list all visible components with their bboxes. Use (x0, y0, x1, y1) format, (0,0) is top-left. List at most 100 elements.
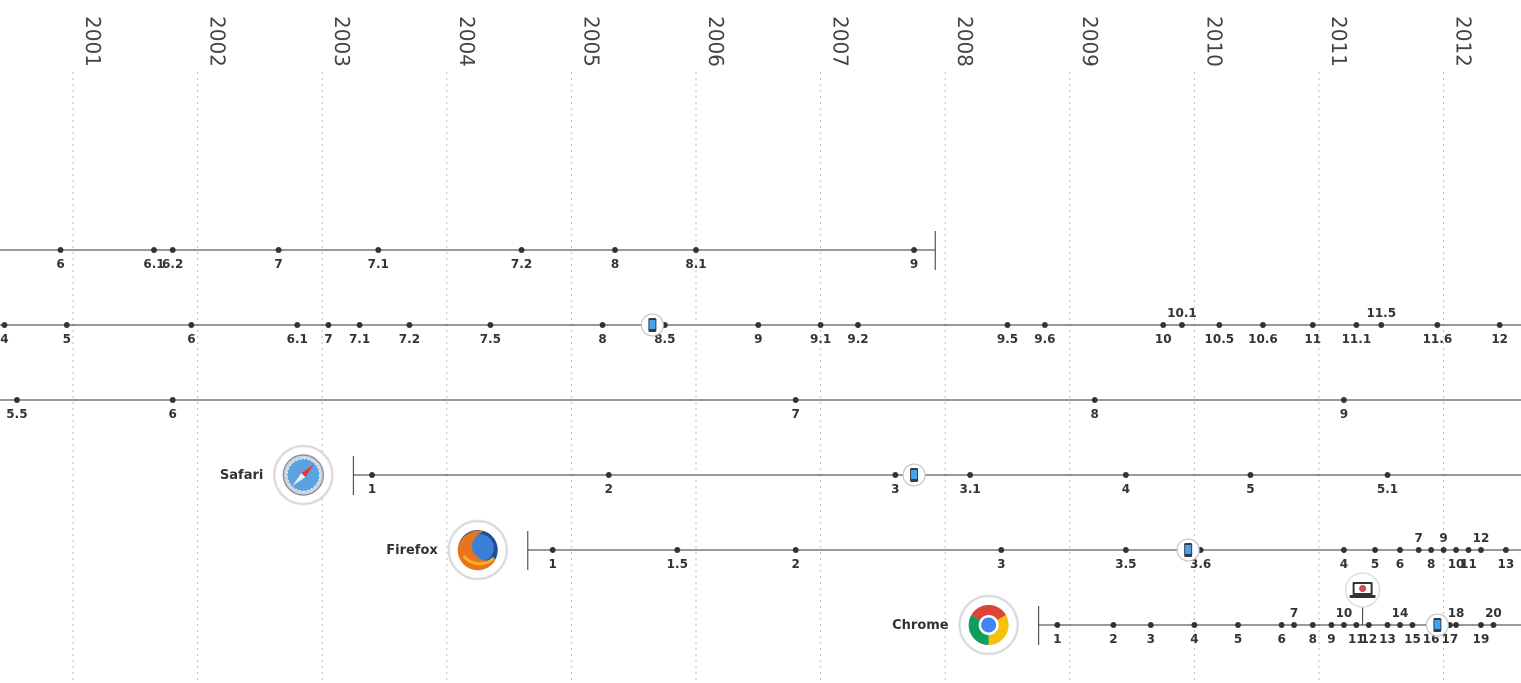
release-label-17: 17 (1441, 632, 1458, 646)
release-dot-7.2 (518, 247, 525, 253)
year-label-2003: 2003 (330, 16, 354, 67)
release-label-6: 6 (56, 257, 64, 271)
release-dot-9 (755, 322, 762, 328)
release-label-4: 4 (1122, 482, 1130, 496)
release-dot-9.6 (1041, 322, 1048, 328)
release-label-4: 4 (0, 332, 8, 346)
release-label-11: 11 (1460, 557, 1477, 571)
release-dot-9 (911, 247, 918, 253)
release-label-9.5: 9.5 (997, 332, 1018, 346)
release-label-2: 2 (605, 482, 613, 496)
year-label-2006: 2006 (704, 16, 728, 67)
release-dot-11.5 (1378, 322, 1385, 328)
release-dot-7.2 (406, 322, 413, 328)
year-grid: 2001 2002 2003 2004 2005 2006 2007 2008 2009 2010… (72, 16, 1476, 683)
release-dot-6.1 (150, 247, 157, 253)
release-label-11: 11 (1348, 632, 1365, 646)
release-label-9: 9 (1439, 531, 1447, 545)
release-dot-9.1 (817, 322, 824, 328)
release-dot-7 (792, 397, 799, 403)
release-dot-6.2 (169, 247, 176, 253)
browser-row-row-1: 6 6.16.2 7 7.1 7.2 8 8.1 9 (0, 231, 936, 271)
release-label-8: 8 (611, 257, 619, 271)
year-label-2008: 2008 (953, 16, 977, 67)
release-label-3.6: 3.6 (1190, 557, 1211, 571)
release-dot-5 (63, 322, 70, 328)
release-label-1: 1 (1053, 632, 1061, 646)
release-dot-7.5 (487, 322, 494, 328)
release-label-8.5: 8.5 (654, 332, 675, 346)
mobile-device-icon (1176, 538, 1200, 562)
release-dot-2 (1110, 622, 1117, 628)
release-dot-5 (1247, 472, 1254, 478)
year-label-2001: 2001 (81, 16, 105, 67)
release-dot-9 (1440, 547, 1447, 553)
release-dot-10.5 (1216, 322, 1223, 328)
release-dot-10.6 (1259, 322, 1266, 328)
release-dot-12 (1477, 547, 1484, 553)
release-dot-6 (188, 322, 195, 328)
chrome-os-laptop-icon (1344, 572, 1381, 625)
release-label-8: 8 (598, 332, 606, 346)
release-label-3: 3 (1147, 632, 1155, 646)
release-label-12: 12 (1491, 332, 1508, 346)
release-label-5: 5 (1246, 482, 1254, 496)
release-label-1: 1 (549, 557, 557, 571)
release-label-11.6: 11.6 (1423, 332, 1453, 346)
mobile-device-icon (1425, 613, 1449, 637)
release-dot-3.1 (967, 472, 974, 478)
release-dot-8 (1091, 397, 1098, 403)
release-label-9.6: 9.6 (1034, 332, 1055, 346)
release-dot-10 (1340, 622, 1347, 628)
release-dot-1 (369, 472, 376, 478)
release-label-5.1: 5.1 (1377, 482, 1398, 496)
release-dot-12 (1365, 622, 1372, 628)
release-dot-4 (1122, 472, 1129, 478)
release-label-9: 9 (910, 257, 918, 271)
year-label-2010: 2010 (1202, 16, 1226, 67)
release-label-11.1: 11.1 (1342, 332, 1372, 346)
release-label-10: 10 (1155, 332, 1172, 346)
release-dot-7 (1415, 547, 1422, 553)
release-dot-3 (892, 472, 899, 478)
release-dot-18 (1453, 622, 1460, 628)
year-label-2004: 2004 (455, 16, 479, 67)
release-dot-6 (1278, 622, 1285, 628)
release-dot-10 (1453, 547, 1460, 553)
release-label-9.1: 9.1 (810, 332, 831, 346)
release-dot-10.1 (1178, 322, 1185, 328)
release-label-6.1: 6.1 (143, 257, 164, 271)
release-dot-5 (1372, 547, 1379, 553)
release-dot-4 (1, 322, 8, 328)
release-dot-8 (1309, 622, 1316, 628)
release-dot-3 (1147, 622, 1154, 628)
release-label-3: 3 (891, 482, 899, 496)
release-dot-9.5 (1004, 322, 1011, 328)
release-dot-1 (1054, 622, 1061, 628)
release-dot-2 (605, 472, 612, 478)
release-label-7.1: 7.1 (368, 257, 389, 271)
release-label-4: 4 (1190, 632, 1198, 646)
browser-row-safari: Safari 1 2 3 3.1 4 5 5.1 (220, 444, 1521, 506)
release-label-1.5: 1.5 (667, 557, 688, 571)
release-label-13: 13 (1498, 557, 1515, 571)
year-label-2002: 2002 (206, 16, 230, 67)
release-dot-20 (1490, 622, 1497, 628)
release-dot-3 (998, 547, 1005, 553)
release-label-8: 8 (1091, 407, 1099, 421)
release-label-10.6: 10.6 (1248, 332, 1278, 346)
release-label-3.5: 3.5 (1115, 557, 1136, 571)
release-label-5: 5 (63, 332, 71, 346)
release-dot-7 (1291, 622, 1298, 628)
release-dot-8 (599, 322, 606, 328)
browser-rows: 6 6.16.2 7 7.1 7.2 8 8.1 94 5 6 6.1 7 7.1 7.2 7.5 8 8.5 9… (0, 231, 1521, 656)
release-label-7: 7 (324, 332, 332, 346)
release-dot-13 (1502, 547, 1509, 553)
release-dot-11 (1309, 322, 1316, 328)
release-dot-9.2 (854, 322, 861, 328)
release-label-11.5: 11.5 (1366, 306, 1396, 320)
release-label-6: 6 (1277, 632, 1285, 646)
release-label-8.1: 8.1 (685, 257, 706, 271)
